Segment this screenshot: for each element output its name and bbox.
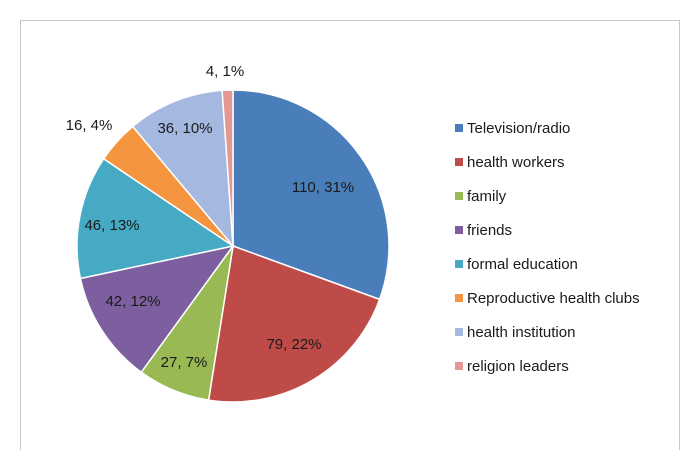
- legend-swatch-family: [455, 192, 463, 200]
- data-label-formal-education: 46, 13%: [84, 217, 139, 234]
- pie-slices: [76, 89, 390, 403]
- pie-slice-formal-education: [76, 157, 235, 280]
- legend-label-religion-leaders: religion leaders: [467, 358, 569, 375]
- legend-label-formal-education: formal education: [467, 256, 578, 273]
- legend-swatch-television-radio: [455, 124, 463, 132]
- legend-swatch-health-workers: [455, 158, 463, 166]
- legend-label-health-institution: health institution: [467, 324, 575, 341]
- legend-swatch-health-institution: [455, 328, 463, 336]
- data-label-family: 27, 7%: [161, 354, 208, 371]
- legend-label-health-workers: health workers: [467, 154, 565, 171]
- chart-legend: Television/radio health workers family frie…: [455, 120, 640, 375]
- legend-label-friends: friends: [467, 222, 512, 239]
- data-label-friends: 42, 12%: [105, 293, 160, 310]
- legend-label-reproductive-health-clubs: Reproductive health clubs: [467, 290, 640, 307]
- legend-swatch-friends: [455, 226, 463, 234]
- legend-swatch-reproductive-health-clubs: [455, 294, 463, 302]
- pie-slice-religion-leaders: [221, 89, 234, 247]
- data-label-reproductive-health-clubs: 16, 4%: [66, 117, 113, 134]
- data-label-religion-leaders: 4, 1%: [206, 63, 244, 80]
- pie-slice-television-radio: [232, 89, 390, 301]
- data-label-television-radio: 110, 31%: [292, 179, 354, 196]
- pie-slice-friends: [79, 244, 235, 374]
- pie-data-labels: 110, 31% 79, 22% 27, 7% 42, 12% 46, 13% 16, 4…: [66, 63, 354, 371]
- legend-label-family: family: [467, 188, 507, 205]
- data-label-health-institution: 36, 10%: [157, 120, 212, 137]
- legend-swatch-religion-leaders: [455, 362, 463, 370]
- pie-slice-health-institution: [131, 89, 234, 249]
- legend-label-television-radio: Television/radio: [467, 120, 570, 137]
- data-label-health-workers: 79, 22%: [266, 336, 321, 353]
- pie-slice-health-workers: [207, 244, 381, 403]
- legend-swatch-formal-education: [455, 260, 463, 268]
